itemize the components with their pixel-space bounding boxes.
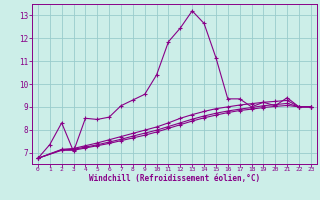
X-axis label: Windchill (Refroidissement éolien,°C): Windchill (Refroidissement éolien,°C) xyxy=(89,174,260,183)
